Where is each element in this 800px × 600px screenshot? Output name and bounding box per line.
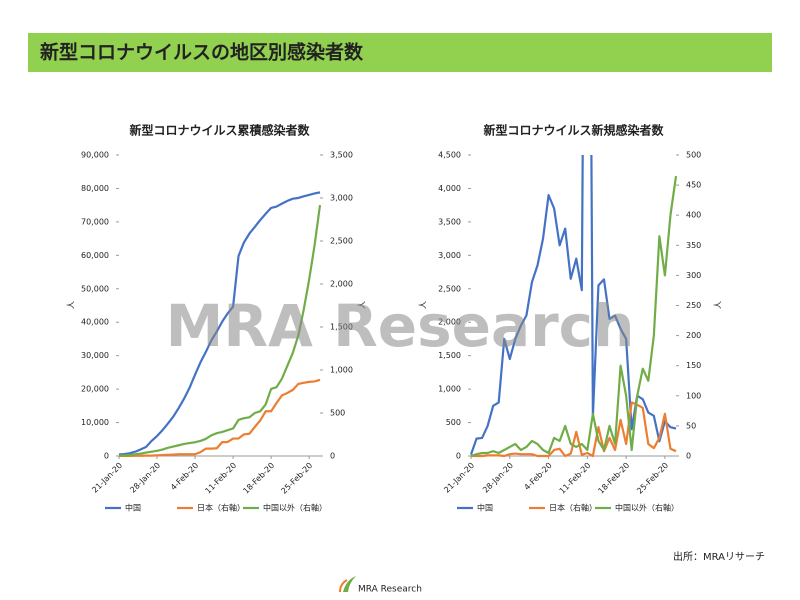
y2-tick-label: 1,500	[330, 323, 353, 332]
y-tick-label: 50,000	[81, 284, 109, 293]
y-tick-label: 70,000	[81, 217, 109, 226]
y-tick-label: 1,000	[438, 385, 461, 394]
x-tick-label: 4-Feb-20	[169, 461, 200, 492]
y2-tick-label: 100	[686, 391, 701, 400]
y2-tick-label: 450	[686, 181, 701, 190]
x-tick-label: 18-Feb-20	[596, 461, 631, 496]
y2-tick-label: 1,000	[330, 366, 353, 375]
y-axis-label: 人	[419, 301, 428, 309]
header-title: 新型コロナウイルスの地区別感染者数	[40, 41, 364, 64]
x-tick-label: 11-Feb-20	[558, 461, 593, 496]
header-bar	[28, 33, 772, 72]
y2-tick-label: 350	[686, 241, 701, 250]
series-line	[118, 204, 322, 457]
series-line	[118, 191, 321, 456]
chart-title: 新型コロナウイルス新規感染者数	[483, 123, 664, 138]
x-tick-label: 25-Feb-20	[279, 461, 314, 496]
y-tick-label: 2,000	[438, 318, 461, 327]
legend-label: 日本（右軸）	[197, 503, 245, 513]
y-tick-label: 90,000	[81, 151, 109, 160]
legend-label: 中国	[477, 503, 493, 513]
y-tick-label: 60,000	[81, 251, 109, 260]
x-tick-label: 28-Jan-20	[481, 461, 515, 495]
series-line	[470, 175, 678, 458]
y2-tick-label: 250	[686, 301, 701, 310]
y2-tick-label: 300	[686, 271, 701, 280]
y-tick-label: 2,500	[438, 284, 461, 293]
series-line	[471, 401, 677, 458]
legend-label: 日本（右軸）	[549, 503, 597, 513]
legend-label: 中国以外（右軸）	[263, 503, 327, 513]
x-tick-label: 25-Feb-20	[635, 461, 670, 496]
y-tick-label: 3,500	[438, 217, 461, 226]
y-tick-label: 1,500	[438, 351, 461, 360]
y2-tick-label: 3,500	[330, 151, 353, 160]
y2-tick-label: 500	[686, 151, 701, 160]
legend-label: 中国	[125, 503, 141, 513]
y-tick-label: 3,000	[438, 251, 461, 260]
series-line	[119, 378, 321, 458]
y2-tick-label: 400	[686, 211, 701, 220]
y2-tick-label: 0	[330, 452, 335, 461]
y-tick-label: 40,000	[81, 318, 109, 327]
y2-tick-label: 0	[686, 452, 691, 461]
y-tick-label: 10,000	[81, 418, 109, 427]
y2-tick-label: 3,000	[330, 194, 353, 203]
logo-icon-arc	[339, 579, 348, 593]
source: 出所：MRAリサーチ	[673, 550, 765, 563]
x-tick-label: 21-Jan-20	[442, 461, 476, 495]
logo-text: MRA Research	[358, 585, 422, 595]
legend-label: 中国以外（右軸）	[615, 503, 679, 513]
y2-axis-label: 人	[358, 301, 367, 309]
y-tick-label: 0	[104, 452, 109, 461]
y2-tick-label: 150	[686, 361, 701, 370]
x-tick-label: 18-Feb-20	[241, 461, 276, 496]
y2-tick-label: 2,000	[330, 280, 353, 289]
x-tick-label: 28-Jan-20	[128, 461, 162, 495]
logo-icon	[343, 576, 356, 592]
y-axis-label: 人	[67, 301, 76, 309]
y-tick-label: 4,000	[438, 184, 461, 193]
y2-tick-label: 500	[330, 409, 345, 418]
y-tick-label: 500	[446, 418, 461, 427]
y-tick-label: 80,000	[81, 184, 109, 193]
y-tick-label: 20,000	[81, 385, 109, 394]
y2-tick-label: 50	[686, 421, 696, 430]
y-tick-label: 4,500	[438, 151, 461, 160]
y2-tick-label: 2,500	[330, 237, 353, 246]
y2-axis-label: 人	[714, 301, 723, 309]
y-tick-label: 30,000	[81, 351, 109, 360]
logo: MRA Research	[339, 576, 422, 595]
chart-title: 新型コロナウイルス累積感染者数	[129, 123, 310, 138]
y-tick-label: 0	[456, 452, 461, 461]
x-tick-label: 4-Feb-20	[522, 461, 553, 492]
watermark: MRA Research	[166, 292, 635, 360]
x-tick-label: 21-Jan-20	[90, 461, 124, 495]
x-tick-label: 11-Feb-20	[203, 461, 238, 496]
series-line	[469, 155, 677, 456]
y2-tick-label: 200	[686, 331, 701, 340]
